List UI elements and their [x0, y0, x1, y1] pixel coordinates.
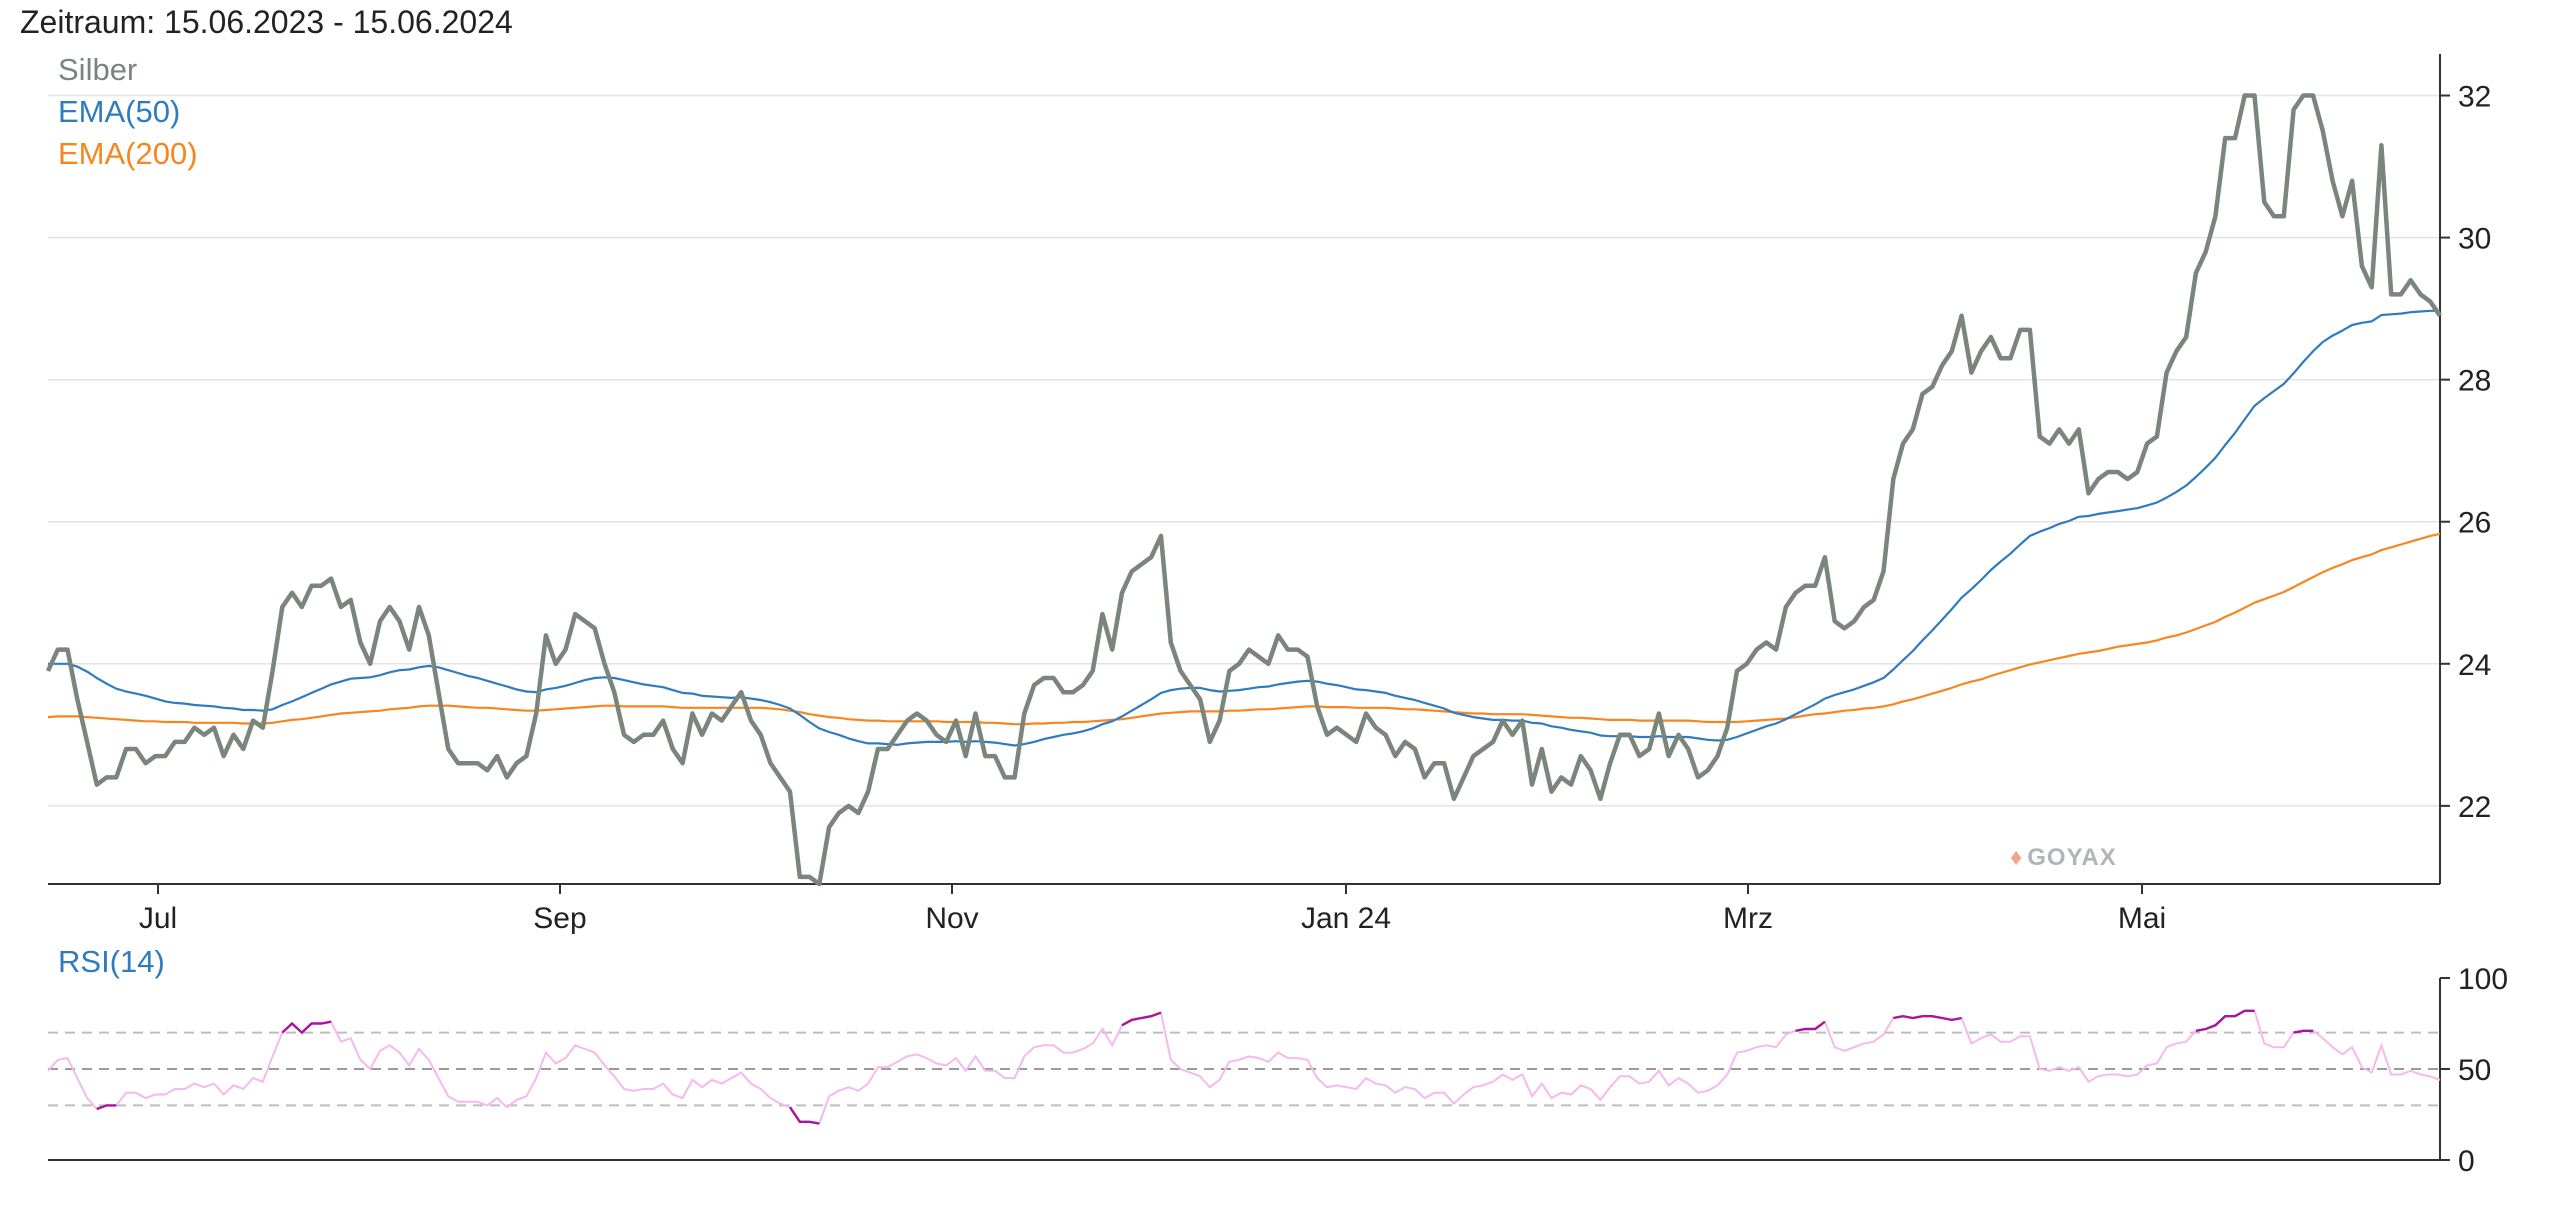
legend-rsi: RSI(14) — [58, 944, 165, 979]
rsi-extreme-segment — [789, 1106, 820, 1125]
y-tick-label: 30 — [2458, 223, 2491, 256]
x-tick-label: Nov — [925, 902, 978, 935]
period-label: Zeitraum: 15.06.2023 - 15.06.2024 — [20, 4, 513, 40]
y-tick-label: 28 — [2458, 365, 2491, 398]
y-tick-label: 26 — [2458, 507, 2491, 540]
bull-icon: ♦ — [2010, 844, 2024, 871]
x-tick-label: Mai — [2118, 902, 2166, 935]
rsi-extreme-segment — [1893, 1014, 1962, 1022]
legend-ema200: EMA(200) — [58, 136, 198, 171]
watermark-text: GOYAX — [2027, 844, 2117, 871]
rsi-extreme-segment — [1795, 1020, 1826, 1032]
rsi-extreme-segment — [1121, 1011, 1162, 1027]
y-tick-label: 22 — [2458, 791, 2491, 824]
rsi-extreme-segment — [2195, 1009, 2255, 1032]
rsi-extreme-segment — [2293, 1029, 2314, 1034]
x-tick-label: Jan 24 — [1301, 902, 1391, 935]
series-line-ema50 — [48, 309, 2440, 747]
x-tick-label: Jul — [139, 902, 177, 935]
goyax-watermark: ♦ GOYAX — [2010, 844, 2117, 872]
rsi-y-tick-label: 50 — [2458, 1054, 2491, 1087]
series-line-silber — [45, 93, 2442, 887]
series-line-ema200 — [47, 532, 2441, 726]
y-tick-label: 32 — [2458, 81, 2491, 114]
series-line-rsi — [47, 1009, 2441, 1125]
rsi-extreme-segment — [281, 1020, 332, 1035]
x-tick-label: Sep — [533, 902, 586, 935]
x-tick-label: Mrz — [1723, 902, 1773, 935]
rsi-y-tick-label: 100 — [2458, 963, 2508, 996]
rsi-extreme-segment — [96, 1104, 117, 1111]
rsi-y-tick-label: 0 — [2458, 1145, 2475, 1178]
y-tick-label: 24 — [2458, 649, 2491, 682]
legend-ema50: EMA(50) — [58, 94, 181, 129]
legend-silber: Silber — [58, 52, 138, 87]
